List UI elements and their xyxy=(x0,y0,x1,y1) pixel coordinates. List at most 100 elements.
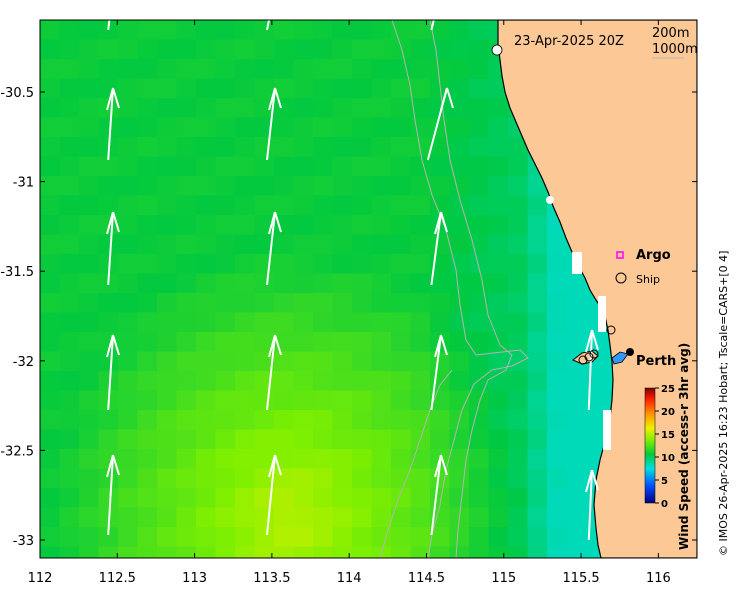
wind-cell xyxy=(59,546,80,558)
wind-cell xyxy=(332,137,353,158)
wind-cell xyxy=(332,390,353,411)
wind-cell xyxy=(313,39,334,60)
wind-cell xyxy=(137,429,158,450)
wind-cell xyxy=(566,371,587,392)
wind-cell xyxy=(215,371,236,392)
wind-cell xyxy=(313,156,334,177)
wind-cell xyxy=(352,39,373,60)
wind-cell xyxy=(40,176,61,197)
wind-arrow xyxy=(430,334,448,411)
wind-cell xyxy=(469,78,490,99)
argo-symbol xyxy=(616,251,624,259)
wind-cell xyxy=(254,234,275,255)
wind-cell xyxy=(488,195,509,216)
city-label: Perth xyxy=(636,354,676,369)
wind-cell xyxy=(391,273,412,294)
wind-cell xyxy=(79,546,100,558)
wind-cell xyxy=(98,351,119,372)
wind-cell xyxy=(157,215,178,236)
wind-cell xyxy=(488,527,509,548)
wind-cell xyxy=(196,39,217,60)
wind-cell xyxy=(410,254,431,275)
wind-cell xyxy=(254,546,275,558)
wind-cell xyxy=(79,156,100,177)
wind-cell xyxy=(430,371,451,392)
wind-cell xyxy=(391,429,412,450)
wind-cell xyxy=(157,332,178,353)
wind-cell xyxy=(215,527,236,548)
wind-cell xyxy=(79,351,100,372)
isobath-200m xyxy=(391,20,529,558)
x-tick-label: 114.5 xyxy=(408,571,445,586)
wind-cell xyxy=(215,156,236,177)
wind-cell xyxy=(118,156,139,177)
wind-cell xyxy=(313,410,334,431)
wind-cell xyxy=(293,546,314,558)
wind-cell xyxy=(98,371,119,392)
wind-cell xyxy=(391,449,412,470)
wind-cell xyxy=(547,371,568,392)
wind-cell xyxy=(137,527,158,548)
wind-cell xyxy=(293,351,314,372)
wind-cell xyxy=(235,312,256,333)
wind-cell xyxy=(332,156,353,177)
wind-cell xyxy=(293,59,314,80)
wind-cell xyxy=(59,293,80,314)
wind-cell xyxy=(469,293,490,314)
wind-cell xyxy=(40,39,61,60)
wind-cell xyxy=(371,410,392,431)
wind-cell xyxy=(176,156,197,177)
wind-cell xyxy=(274,215,295,236)
wind-cell xyxy=(59,195,80,216)
wind-arrow xyxy=(426,87,454,161)
wind-cell xyxy=(313,20,334,41)
x-tick-label: 114 xyxy=(337,571,362,586)
wind-cell xyxy=(469,137,490,158)
wind-cell xyxy=(566,429,587,450)
wind-cell xyxy=(215,351,236,372)
wind-cell xyxy=(40,429,61,450)
wind-cell xyxy=(274,429,295,450)
wind-cell xyxy=(410,215,431,236)
wind-cell xyxy=(235,507,256,528)
wind-cell xyxy=(274,20,295,41)
wind-cell xyxy=(196,371,217,392)
wind-cell xyxy=(352,410,373,431)
wind-cell xyxy=(352,59,373,80)
wind-cell xyxy=(469,351,490,372)
wind-cell xyxy=(215,449,236,470)
colorbar-tick-label: 10 xyxy=(661,453,675,464)
wind-cell xyxy=(430,273,451,294)
wind-cell xyxy=(332,234,353,255)
y-tick-label: -30.5 xyxy=(0,86,34,101)
wind-cell xyxy=(157,273,178,294)
wind-cell xyxy=(391,254,412,275)
wind-cell xyxy=(508,234,529,255)
wind-cell xyxy=(157,429,178,450)
wind-cell xyxy=(98,449,119,470)
wind-cell xyxy=(254,293,275,314)
wind-cell xyxy=(215,234,236,255)
wind-cell xyxy=(352,156,373,177)
wind-cell xyxy=(118,371,139,392)
wind-cell xyxy=(508,156,529,177)
wind-cell xyxy=(79,20,100,41)
wind-cell xyxy=(371,117,392,138)
wind-cell xyxy=(469,234,490,255)
wind-cell xyxy=(137,215,158,236)
wind-cell xyxy=(352,117,373,138)
wind-cell xyxy=(449,59,470,80)
wind-cell xyxy=(196,488,217,509)
wind-cell xyxy=(157,488,178,509)
colorbar-tick-label: 0 xyxy=(661,499,668,510)
wind-cell xyxy=(391,371,412,392)
wind-cell xyxy=(157,468,178,489)
wind-cell xyxy=(98,410,119,431)
wind-cell xyxy=(59,59,80,80)
wind-cell xyxy=(98,488,119,509)
wind-cell xyxy=(118,137,139,158)
wind-cell xyxy=(332,254,353,275)
wind-cell xyxy=(469,215,490,236)
wind-cell xyxy=(449,332,470,353)
wind-cell xyxy=(410,137,431,158)
